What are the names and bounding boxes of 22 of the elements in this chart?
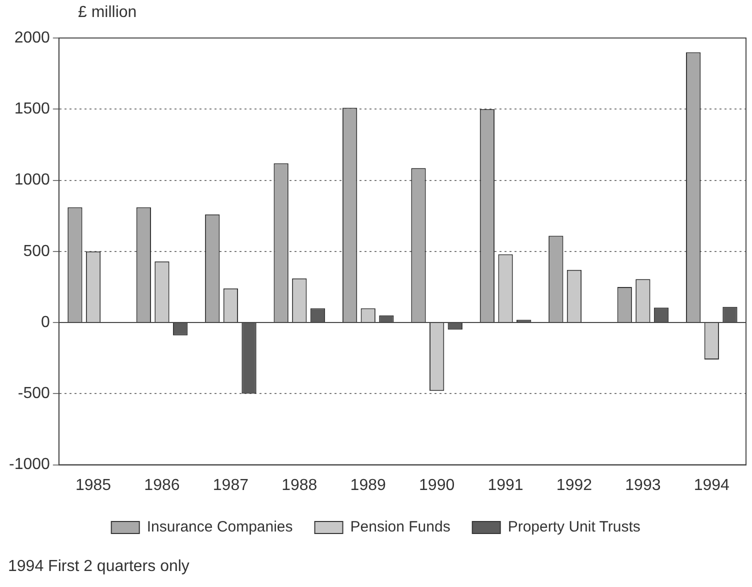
legend-label: Property Unit Trusts — [508, 518, 640, 536]
x-tick-label: 1985 — [75, 476, 112, 494]
legend-label: Insurance Companies — [146, 518, 293, 536]
x-tick-label: 1990 — [419, 476, 455, 494]
x-tick-label: 1992 — [556, 476, 592, 494]
x-tick-label: 1993 — [625, 476, 661, 494]
x-tick-label: 1987 — [212, 476, 249, 494]
x-tick-label: 1986 — [144, 476, 180, 494]
y-tick-label: 0 — [41, 314, 50, 331]
y-tick-label: -500 — [18, 385, 50, 402]
legend-label: Pension Funds — [350, 518, 450, 536]
y-tick-label: 1500 — [14, 100, 50, 118]
x-tick-label: 1994 — [694, 476, 730, 494]
x-tick-label: 1988 — [282, 476, 318, 494]
y-tick-label: 500 — [23, 242, 50, 260]
x-tick-label: 1991 — [488, 476, 524, 494]
y-tick-label: 2000 — [14, 29, 50, 46]
y-tick-label: 1000 — [14, 172, 50, 189]
x-tick-label: 1989 — [350, 476, 386, 494]
y-axis-title: £ million — [78, 4, 137, 22]
y-tick-label: -1000 — [9, 456, 50, 474]
text: 1994 First 2 quarters only — [8, 558, 190, 576]
